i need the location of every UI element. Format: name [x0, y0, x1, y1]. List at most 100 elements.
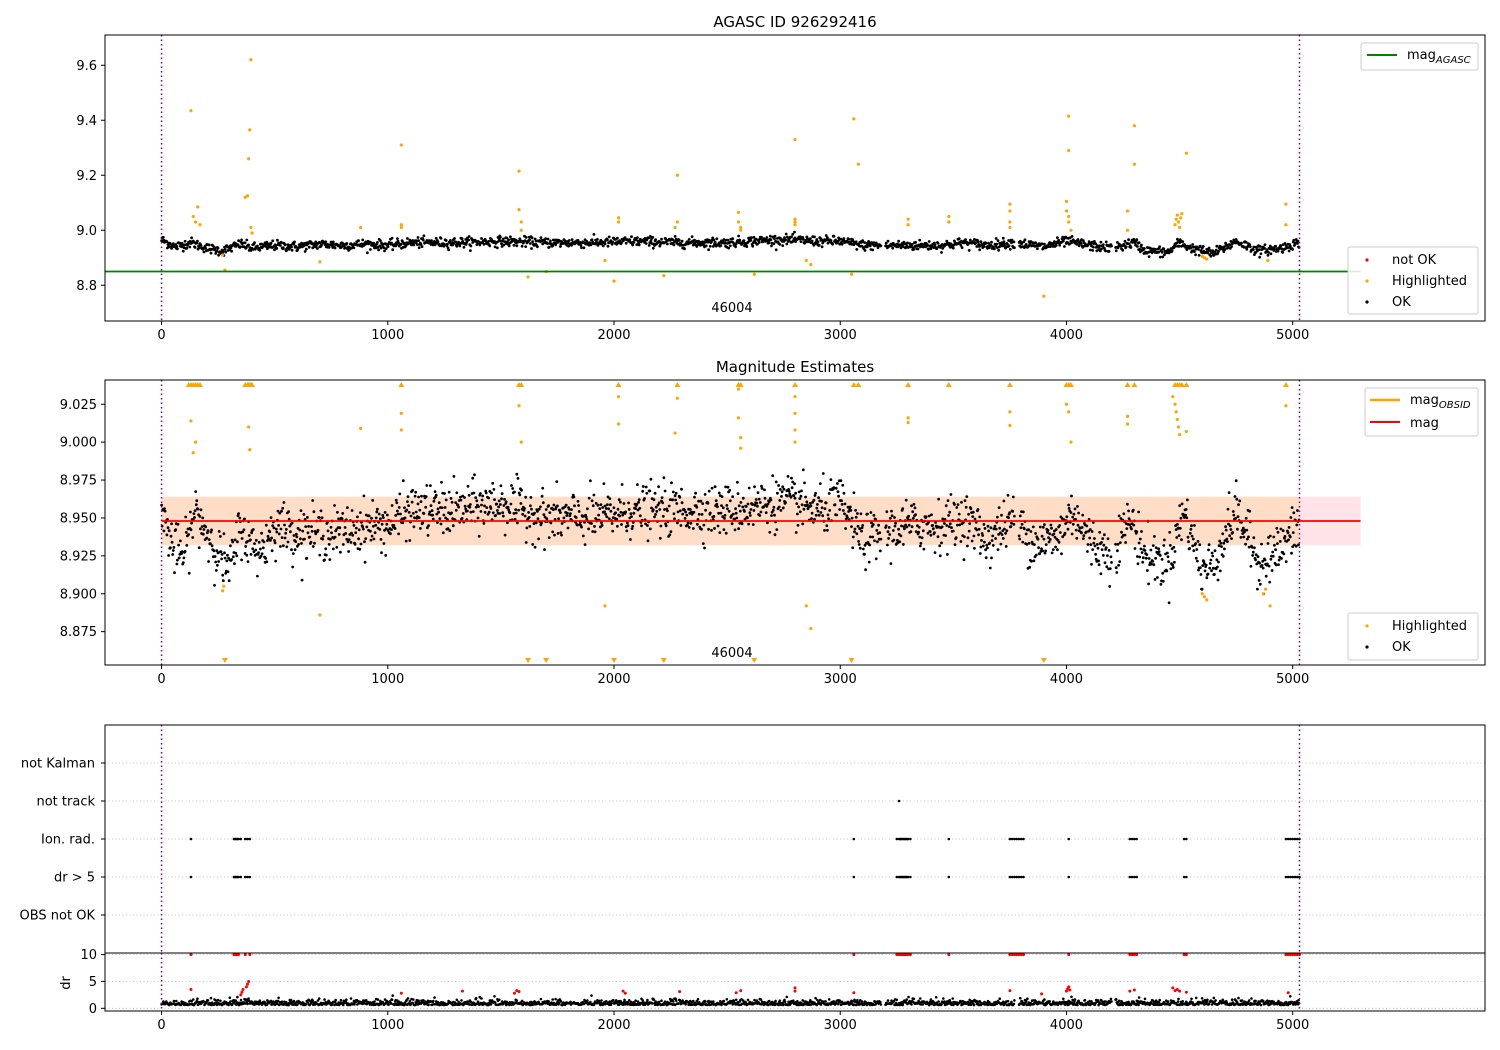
p2-ok-point — [651, 508, 655, 512]
p2-ok-point — [971, 515, 975, 518]
p2-ok-point — [1090, 562, 1093, 566]
p1-ok-point — [1154, 248, 1157, 251]
p4-dr-ok-point — [436, 1001, 440, 1004]
p2-ok-point — [537, 537, 540, 541]
p2-ok-point — [533, 511, 536, 515]
p1-highlighted-point — [1177, 225, 1182, 230]
p3-flag-point — [1182, 875, 1186, 879]
p2-ok-point — [379, 517, 382, 521]
p2-ok-point — [189, 528, 193, 532]
p1-highlighted-point — [1284, 223, 1288, 227]
p3-flag-point — [1286, 875, 1290, 879]
p2-ok-point — [260, 531, 263, 535]
p1-ok-point — [813, 235, 816, 239]
p2-ok-point — [1108, 585, 1112, 588]
p2-ok-point — [328, 558, 332, 561]
p1-ok-point — [1254, 251, 1257, 255]
p2-ok-point — [1246, 537, 1249, 541]
p2-ok-point — [666, 509, 669, 513]
p2-ok-point — [832, 486, 836, 489]
legend-mag-agasc-subscript: AGASC — [1435, 55, 1471, 66]
p2-ok-point — [767, 500, 771, 504]
p1-ok-point — [303, 250, 307, 253]
p2-ok-point — [1227, 522, 1230, 526]
p2-ok-point — [244, 545, 248, 548]
p2-ok-point — [661, 501, 665, 505]
p2-ok-point — [201, 516, 205, 520]
p2-ok-point — [602, 482, 606, 485]
p1-ok-point — [493, 245, 497, 249]
p2-ok-point — [1180, 538, 1183, 542]
p2-ok-point — [1008, 511, 1012, 514]
p1-highlighted-point — [793, 217, 797, 221]
p2-ok-point — [629, 512, 633, 516]
p1-ok-point — [383, 249, 386, 253]
p2-ok-point — [743, 510, 746, 513]
p1-ok-point — [1232, 238, 1236, 242]
p2-ok-point — [1282, 552, 1286, 556]
p2-ok-point — [514, 511, 518, 515]
p2-ok-point — [502, 504, 506, 507]
p2-ok-point — [354, 526, 358, 530]
p2-ok-point — [357, 528, 361, 532]
p2-ok-point — [441, 531, 445, 535]
p1-ok-point — [293, 240, 296, 244]
p1-ok-point — [926, 243, 929, 247]
p2-ok-point — [664, 524, 668, 528]
p2-ok-point — [940, 541, 943, 545]
p2-ok-point — [859, 512, 863, 516]
p2-ok-point — [405, 508, 409, 512]
legend-2-highlighted-label: Highlighted — [1392, 619, 1467, 634]
p4-dr-ok-point — [417, 999, 420, 1002]
p2-ok-point — [205, 536, 209, 540]
p1-ok-point — [1251, 248, 1255, 252]
p2-clipped-below-marker — [543, 658, 550, 663]
p2-ok-point — [353, 542, 357, 546]
p2-ok-point — [167, 529, 171, 533]
p2-ok-point — [977, 533, 980, 537]
p2-ok-point — [736, 480, 739, 484]
p1-ok-point — [417, 246, 421, 250]
p1-ok-point — [1123, 239, 1127, 243]
p4-y-tick-label: 5 — [89, 975, 97, 990]
p2-ok-point — [469, 510, 473, 514]
p1-ok-point — [434, 236, 438, 240]
p1-ok-point — [1280, 247, 1283, 251]
p1-ok-point — [644, 242, 648, 245]
p2-ok-point — [1185, 516, 1189, 520]
p3-flag-point — [1284, 875, 1288, 879]
p2-ok-point — [887, 537, 890, 540]
p4-dr-ok-point — [469, 1000, 473, 1004]
p2-ok-point — [1280, 557, 1283, 560]
p4-dr-ok-point — [342, 1003, 345, 1007]
p3-flag-point — [237, 875, 240, 879]
p2-ok-point — [944, 534, 947, 537]
p3-flag-point — [1291, 837, 1295, 841]
magnitude-estimates-panel: Magnitude Estimates 8.8758.9008.9258.950… — [60, 358, 1486, 687]
p1-ok-point — [416, 236, 420, 239]
p2-ok-point — [418, 508, 422, 512]
p1-ok-point — [728, 240, 732, 244]
p2-ok-point — [584, 515, 588, 519]
p2-ok-point — [249, 553, 253, 556]
p2-ok-point — [888, 533, 892, 536]
p2-ok-point — [703, 493, 707, 496]
p2-ok-point — [520, 488, 523, 492]
p2-highlighted-point — [222, 584, 226, 588]
p1-ok-point — [213, 246, 217, 250]
p2-ok-point — [604, 512, 607, 516]
p2-ok-point — [591, 530, 595, 533]
p2-ok-point — [1075, 536, 1079, 540]
p2-ok-point — [1236, 515, 1240, 519]
p2-ok-point — [177, 543, 181, 547]
p2-ok-point — [707, 489, 711, 493]
p1-ok-point — [784, 232, 788, 236]
p2-ok-point — [1041, 549, 1045, 553]
p2-highlighted-point — [1008, 410, 1012, 414]
p2-ok-point — [1090, 530, 1094, 533]
p2-ok-point — [435, 512, 439, 516]
p2-ok-point — [1088, 528, 1092, 531]
p2-ok-point — [1292, 511, 1296, 515]
p1-ok-point — [1279, 244, 1283, 248]
